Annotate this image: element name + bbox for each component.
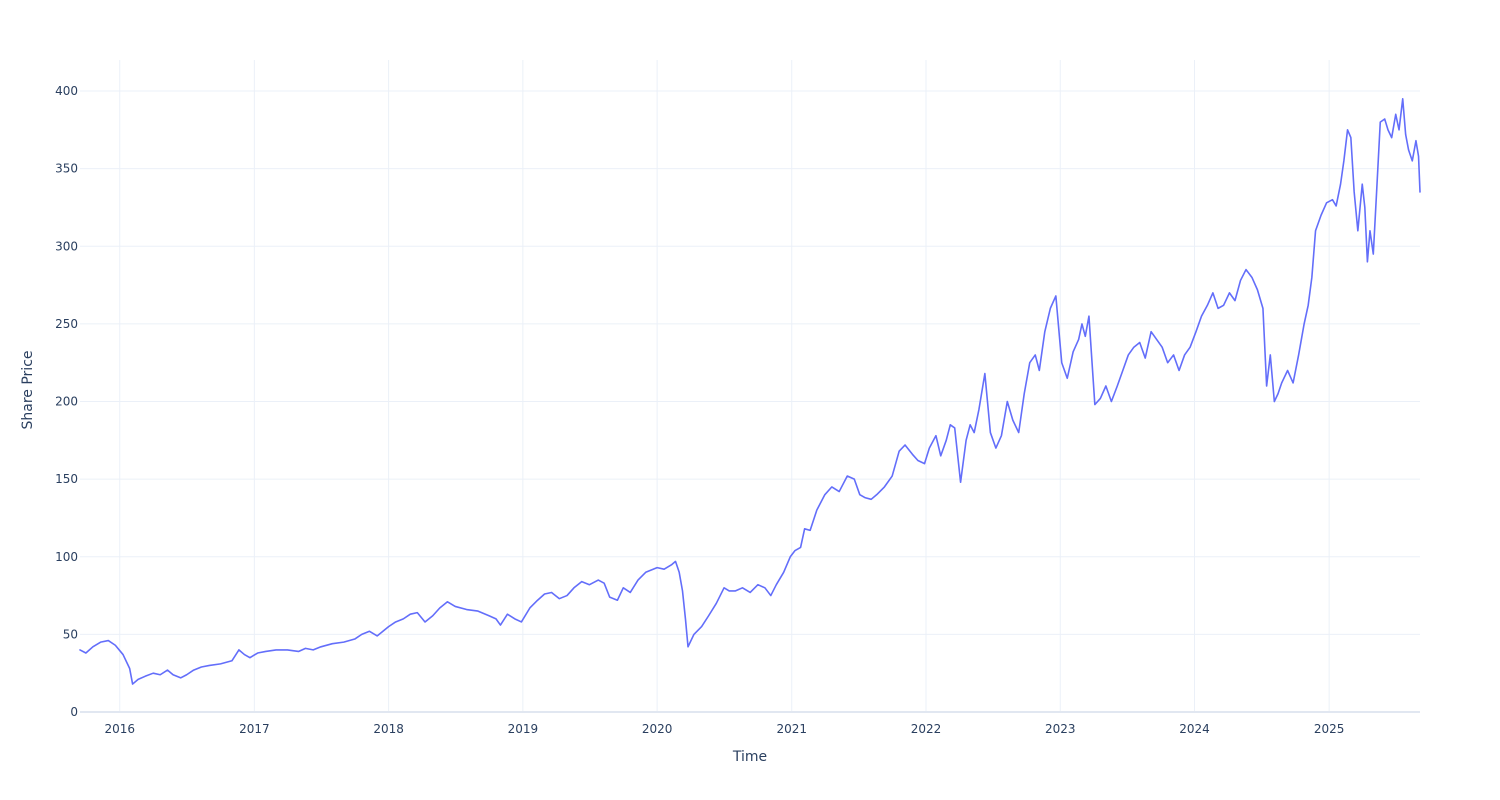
y-axis-title: Share Price: [20, 350, 36, 429]
y-tick-label: 350: [55, 162, 78, 176]
x-tick-label: 2023: [1045, 722, 1076, 736]
x-tick-label: 2022: [911, 722, 942, 736]
y-tick-labels: 0 50 100 150 200 250 300 350 400: [55, 84, 78, 719]
y-tick-label: 0: [70, 705, 78, 719]
x-tick-label: 2017: [239, 722, 270, 736]
x-tick-label: 2024: [1179, 722, 1210, 736]
series-layer: [79, 98, 1421, 685]
x-axis-title: Time: [732, 749, 767, 765]
y-tick-label: 150: [55, 472, 78, 486]
x-tick-label: 2016: [104, 722, 135, 736]
x-tick-label: 2021: [776, 722, 807, 736]
x-tick-label: 2025: [1314, 722, 1345, 736]
x-tick-label: 2019: [508, 722, 539, 736]
y-tick-label: 300: [55, 239, 78, 253]
y-tick-label: 250: [55, 317, 78, 331]
y-tick-label: 400: [55, 84, 78, 98]
grid-layer: [80, 60, 1420, 712]
x-tick-label: 2018: [373, 722, 404, 736]
y-tick-label: 100: [55, 550, 78, 564]
y-tick-label: 200: [55, 395, 78, 409]
y-tick-label: 50: [63, 627, 78, 641]
x-tick-labels: 2016 2017 2018 2019 2020 2021 2022 2023 2024 2025: [104, 722, 1344, 736]
share-price-series-line: [79, 98, 1421, 685]
x-tick-label: 2020: [642, 722, 673, 736]
